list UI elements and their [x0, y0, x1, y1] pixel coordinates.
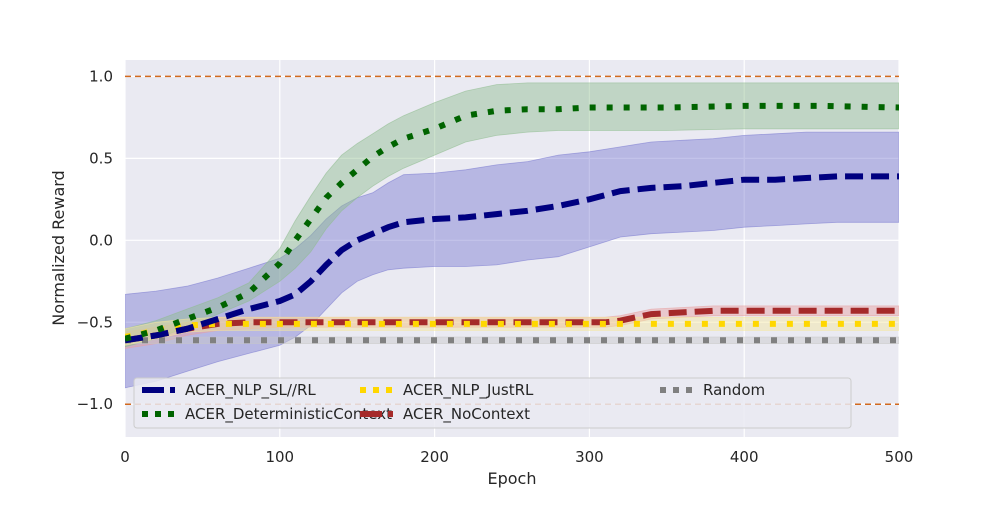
x-tick-label: 100	[265, 448, 294, 466]
y-tick-label: 0.5	[89, 149, 113, 167]
x-tick-label: 200	[420, 448, 449, 466]
tick-labels: 0 100 200 300 400 500 −1.0 −0.5 0.0 0.5 1.0	[77, 67, 914, 466]
legend: ACER_NLP_SL//RL ACER_DeterministicContext…	[133, 377, 852, 429]
series-line	[125, 173, 899, 344]
legend-label: ACER_DeterministicContext	[185, 405, 392, 424]
series-line	[125, 307, 899, 344]
legend-label: ACER_NLP_JustRL	[403, 381, 534, 400]
x-tick-label: 400	[730, 448, 759, 466]
x-axis-label: Epoch	[488, 469, 537, 488]
legend-label: ACER_NoContext	[403, 405, 530, 424]
series-line	[125, 102, 899, 342]
y-tick-label: 1.0	[89, 67, 113, 85]
legend-box	[133, 377, 852, 429]
series-lines	[125, 102, 899, 344]
confidence-band	[125, 82, 899, 348]
y-tick-label: −0.5	[77, 313, 113, 331]
confidence-band	[125, 336, 899, 344]
y-tick-label: 0.0	[89, 231, 113, 249]
y-tick-label: −1.0	[77, 395, 113, 413]
plot-area	[125, 60, 899, 437]
legend-label: ACER_NLP_SL//RL	[185, 381, 316, 400]
x-tick-label: 0	[120, 448, 130, 466]
x-tick-label: 300	[575, 448, 604, 466]
x-tick-label: 500	[885, 448, 914, 466]
legend-label: Random	[703, 381, 765, 399]
y-axis-label: Normalized Reward	[49, 170, 68, 325]
